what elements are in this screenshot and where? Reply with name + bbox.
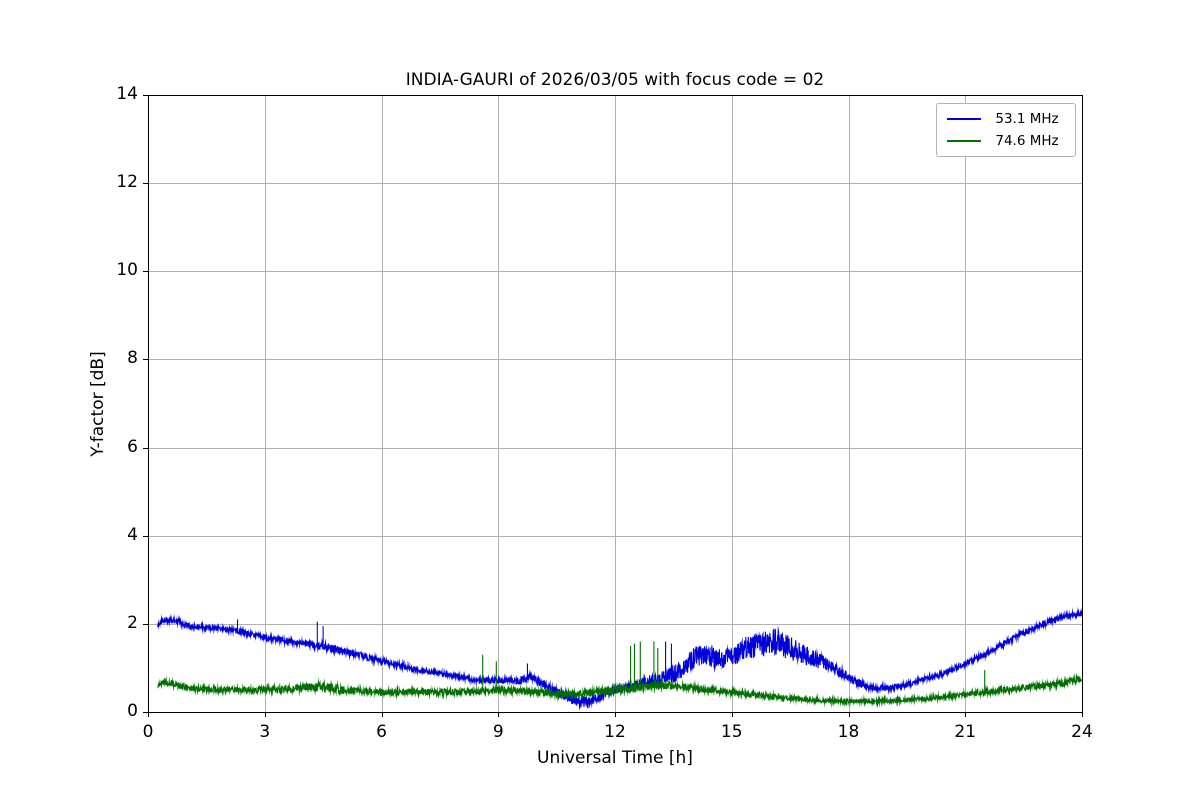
legend-entry: 53.1 MHz xyxy=(947,111,1063,127)
y-tick-label: 14 xyxy=(116,84,138,104)
y-axis-label: Y-factor [dB] xyxy=(88,351,108,457)
x-tick-label: 18 xyxy=(837,722,860,742)
x-tick-label: 0 xyxy=(142,722,154,742)
y-tick-label: 6 xyxy=(127,436,138,457)
legend-label-74mhz: 74.6 MHz xyxy=(995,133,1059,149)
y-tick-label: 10 xyxy=(116,260,138,281)
legend-label-53mhz: 53.1 MHz xyxy=(995,111,1059,127)
x-tick-label: 21 xyxy=(954,722,977,742)
y-tick-label: 12 xyxy=(116,172,138,193)
y-tick-label: 8 xyxy=(127,348,138,369)
x-tick-label: 9 xyxy=(492,722,504,742)
x-tick-label: 6 xyxy=(376,722,387,742)
y-tick-label: 2 xyxy=(127,612,138,633)
x-tick-label: 24 xyxy=(1071,722,1093,742)
y-tick-label: 0 xyxy=(127,701,138,721)
x-axis-label: Universal Time [h] xyxy=(537,748,693,768)
legend: 53.1 MHz 74.6 MHz xyxy=(936,103,1076,157)
x-tick-label: 3 xyxy=(259,722,271,742)
chart-title: INDIA-GAURI of 2026/03/05 with focus cod… xyxy=(405,70,825,90)
y-tick-label: 4 xyxy=(127,524,138,545)
x-tick-label: 12 xyxy=(604,722,626,742)
x-tick-label: 15 xyxy=(720,722,743,742)
legend-entry: 74.6 MHz xyxy=(947,133,1063,149)
legend-line-sample-53mhz xyxy=(947,118,981,120)
legend-line-sample-74mhz xyxy=(947,140,981,142)
